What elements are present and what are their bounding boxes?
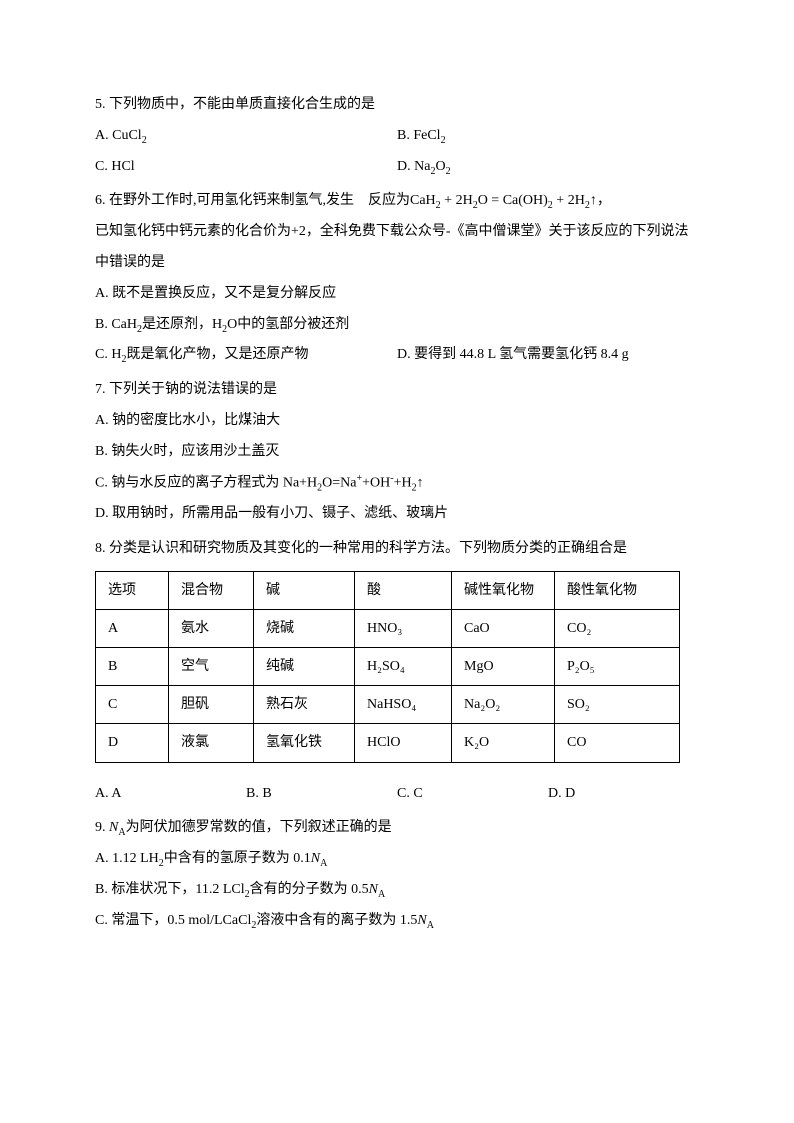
q8-optB: B. B (246, 779, 397, 810)
question-6: 6. 在野外工作时,可用氢化钙来制氢气,发生 反应为CaH2 + 2H2O = … (95, 186, 699, 371)
q5-optD: D. Na2O2 (397, 152, 699, 183)
q8-text: 8. 分类是认识和研究物质及其变化的一种常用的科学方法。下列物质分类的正确组合是 (95, 534, 699, 565)
q5-optC: C. HCl (95, 152, 397, 183)
q9-optB: B. 标准状况下，11.2 LCl2含有的分子数为 0.5NA (95, 875, 699, 906)
q9-optC: C. 常温下，0.5 mol/LCaCl2溶液中含有的离子数为 1.5NA (95, 906, 699, 937)
question-9: 9. NA为阿伏加德罗常数的值，下列叙述正确的是 A. 1.12 LH2中含有的… (95, 813, 699, 936)
q8-table: 选项 混合物 碱 酸 碱性氧化物 酸性氧化物 A氨水烧碱HNO₃CaOCO₂ B… (95, 571, 680, 763)
table-row: C胆矾熟石灰NaHSO₄Na₂O₂SO₂ (96, 686, 680, 724)
q5-optA: A. CuCl2 (95, 121, 397, 152)
q8-optA: A. A (95, 779, 246, 810)
q5-row1: A. CuCl2 B. FeCl2 (95, 121, 699, 152)
question-7: 7. 下列关于钠的说法错误的是 A. 钠的密度比水小，比煤油大 B. 钠失火时，… (95, 375, 699, 530)
q7-optD: D. 取用钠时，所需用品一般有小刀、镊子、滤纸、玻璃片 (95, 499, 699, 530)
q6-optB: B. CaH2是还原剂，H2O中的氢部分被还剂 (95, 310, 699, 341)
q6-optCD: C. H2既是氧化产物，又是还原产物 D. 要得到 44.8 L 氢气需要氢化钙… (95, 340, 699, 371)
q8-options: A. A B. B C. C D. D (95, 779, 699, 810)
table-row: D液氯氢氧化铁HClOK₂OCO (96, 724, 680, 762)
th: 酸性氧化物 (555, 571, 680, 609)
th: 碱 (254, 571, 355, 609)
question-8: 8. 分类是认识和研究物质及其变化的一种常用的科学方法。下列物质分类的正确组合是… (95, 534, 699, 810)
q6-text2: 已知氢化钙中钙元素的化合价为+2，全科免费下载公众号-《高中僧课堂》关于该反应的… (95, 217, 699, 279)
question-5: 5. 下列物质中，不能由单质直接化合生成的是 A. CuCl2 B. FeCl2… (95, 90, 699, 182)
q8-optD: D. D (548, 779, 699, 810)
th: 酸 (355, 571, 452, 609)
q7-optB: B. 钠失火时，应该用沙土盖灭 (95, 437, 699, 468)
th: 碱性氧化物 (452, 571, 555, 609)
table-header-row: 选项 混合物 碱 酸 碱性氧化物 酸性氧化物 (96, 571, 680, 609)
q9-optA: A. 1.12 LH2中含有的氢原子数为 0.1NA (95, 844, 699, 875)
q7-optC: C. 钠与水反应的离子方程式为 Na+H2O=Na++OH-+H2↑ (95, 468, 699, 499)
q5-text: 5. 下列物质中，不能由单质直接化合生成的是 (95, 90, 699, 121)
q8-optC: C. C (397, 779, 548, 810)
table-row: A氨水烧碱HNO₃CaOCO₂ (96, 609, 680, 647)
q7-optA: A. 钠的密度比水小，比煤油大 (95, 406, 699, 437)
q7-text: 7. 下列关于钠的说法错误的是 (95, 375, 699, 406)
q9-text: 9. NA为阿伏加德罗常数的值，下列叙述正确的是 (95, 813, 699, 844)
q6-text1: 6. 在野外工作时,可用氢化钙来制氢气,发生 反应为CaH2 + 2H2O = … (95, 186, 699, 217)
table-row: B空气纯碱H₂SO₄MgOP₂O₅ (96, 647, 680, 685)
th: 选项 (96, 571, 169, 609)
th: 混合物 (169, 571, 254, 609)
q5-optB: B. FeCl2 (397, 121, 699, 152)
q6-optA: A. 既不是置换反应，又不是复分解反应 (95, 279, 699, 310)
q5-row2: C. HCl D. Na2O2 (95, 152, 699, 183)
